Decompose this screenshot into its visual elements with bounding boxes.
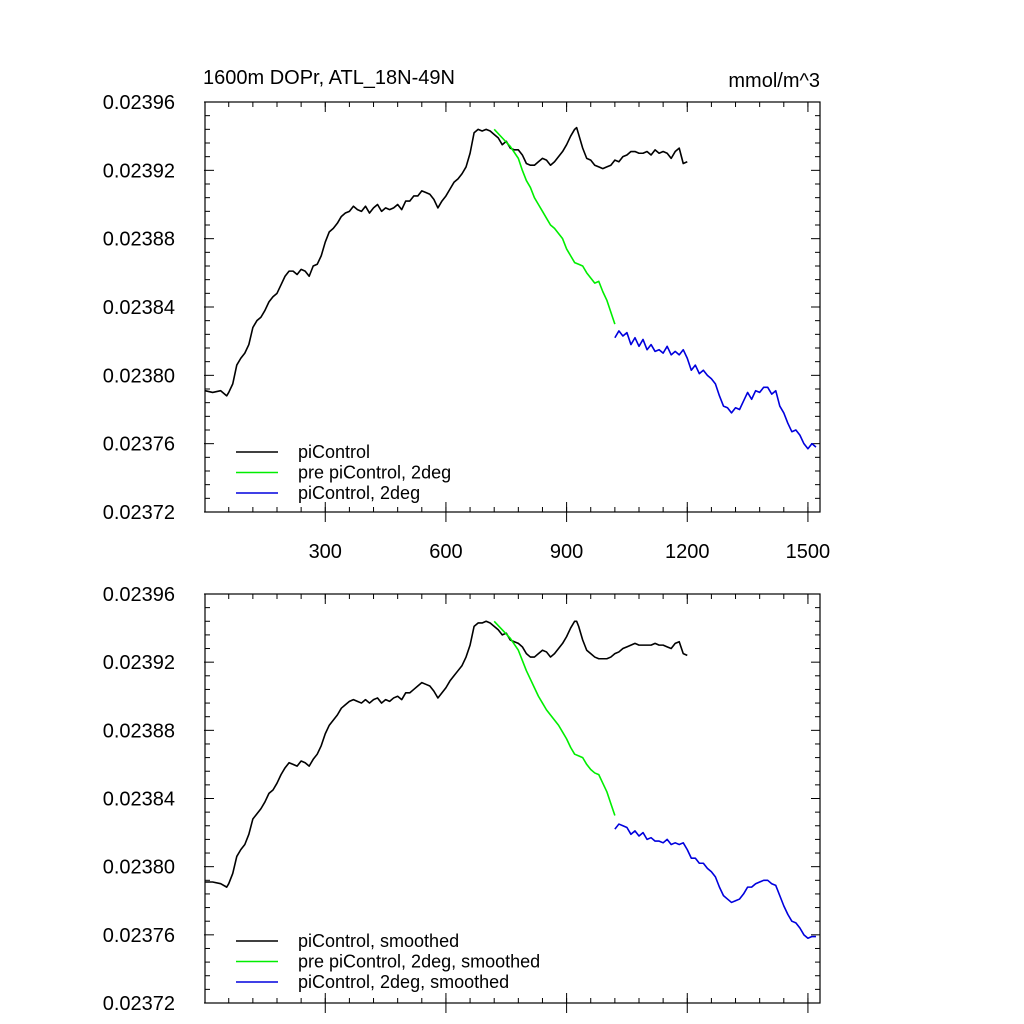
bottom-panel: 0.02372 0.02376 0.02380 0.02384 0.02388 0.023… — [103, 584, 821, 1015]
y-tick-label: 0.02380 — [103, 365, 175, 387]
x-tick-label: 1500 — [786, 541, 831, 563]
series-line-2 — [493, 128, 616, 325]
legend-label-3: piControl, 2deg, smoothed — [298, 972, 509, 992]
series-line-3 — [614, 823, 816, 940]
legend-label-2: pre piControl, 2deg, smoothed — [298, 952, 540, 972]
legend-label-1: piControl — [298, 442, 370, 462]
x-tick-label: 1200 — [665, 541, 710, 563]
top-panel: 0.02372 0.02376 0.02380 0.02384 0.02388 0.023… — [103, 92, 830, 563]
y-tick-label: 0.02372 — [103, 502, 175, 524]
y-tick-label: 0.02392 — [103, 652, 175, 674]
y-tick-label: 0.02396 — [103, 584, 175, 606]
y-tick-label: 0.02384 — [103, 789, 175, 811]
y-tick-label: 0.02392 — [103, 160, 175, 182]
y-tick-label: 0.02384 — [103, 297, 175, 319]
series-line-2 — [493, 620, 616, 816]
chart-title: 1600m DOPr, ATL_18N-49N — [203, 67, 455, 89]
x-tick-label: 900 — [550, 541, 583, 563]
y-tick-label: 0.02388 — [103, 720, 175, 742]
x-tick-label: 300 — [309, 541, 342, 563]
y-tick-label: 0.02372 — [103, 993, 175, 1015]
series-line-3 — [614, 330, 817, 450]
y-tick-label: 0.02388 — [103, 229, 175, 251]
units-label: mmol/m^3 — [728, 70, 820, 92]
legend-label-2: pre piControl, 2deg — [298, 463, 451, 483]
y-tick-label: 0.02376 — [103, 925, 175, 947]
y-tick-label: 0.02376 — [103, 434, 175, 456]
series-line-1 — [205, 620, 688, 888]
legend-label-3: piControl, 2deg — [298, 483, 420, 503]
y-tick-label: 0.02396 — [103, 92, 175, 114]
series-line-1 — [204, 126, 688, 397]
y-tick-label: 0.02380 — [103, 857, 175, 879]
x-tick-label: 600 — [429, 541, 462, 563]
legend-label-1: piControl, smoothed — [298, 931, 459, 951]
